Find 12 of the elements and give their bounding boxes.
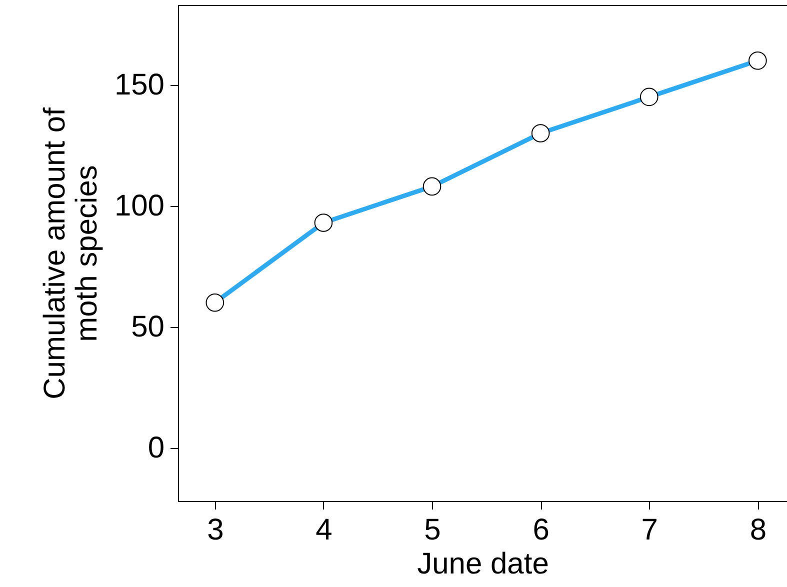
x-tick-label: 5	[424, 514, 441, 546]
x-tick-label: 7	[641, 514, 658, 546]
y-axis-title: Cumulative amount of moth species	[38, 106, 104, 400]
x-tick-label: 4	[316, 514, 332, 546]
x-tick-label: 6	[532, 514, 550, 546]
y-tick-label: 100	[114, 189, 164, 222]
y-tick-label: 150	[114, 68, 164, 102]
x-tick-label: 3	[207, 514, 224, 546]
x-axis-title: June date	[417, 548, 549, 580]
y-tick-label: 50	[131, 310, 164, 344]
x-tick-label: 8	[750, 514, 767, 546]
y-tick-label: 0	[148, 431, 164, 464]
